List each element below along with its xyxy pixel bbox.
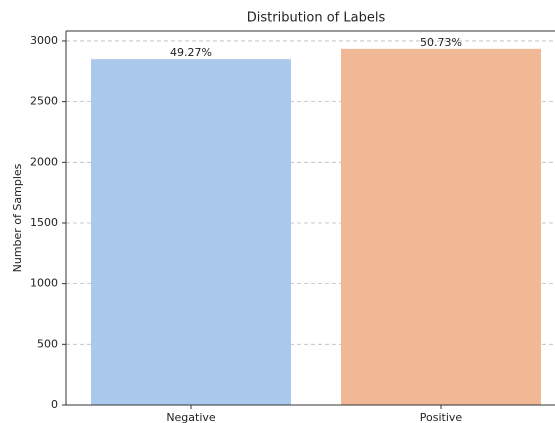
y-tick-label: 3000 [30,34,58,47]
y-tick-label: 0 [51,398,58,411]
chart-title: Distribution of Labels [247,11,386,26]
percent-label: 49.27% [170,46,212,59]
y-tick-label: 500 [37,337,58,350]
y-tick-label: 1000 [30,277,58,290]
bar [341,48,541,406]
bar [91,59,291,406]
y-tick-label: 2000 [30,155,58,168]
x-tick-label: Positive [420,411,463,423]
y-axis-label: Number of Samples [11,163,24,272]
y-tick-label: 1500 [30,216,58,229]
percent-label: 50.73% [420,36,462,49]
x-tick-label: Negative [166,411,216,423]
y-tick-label: 2500 [30,95,58,108]
